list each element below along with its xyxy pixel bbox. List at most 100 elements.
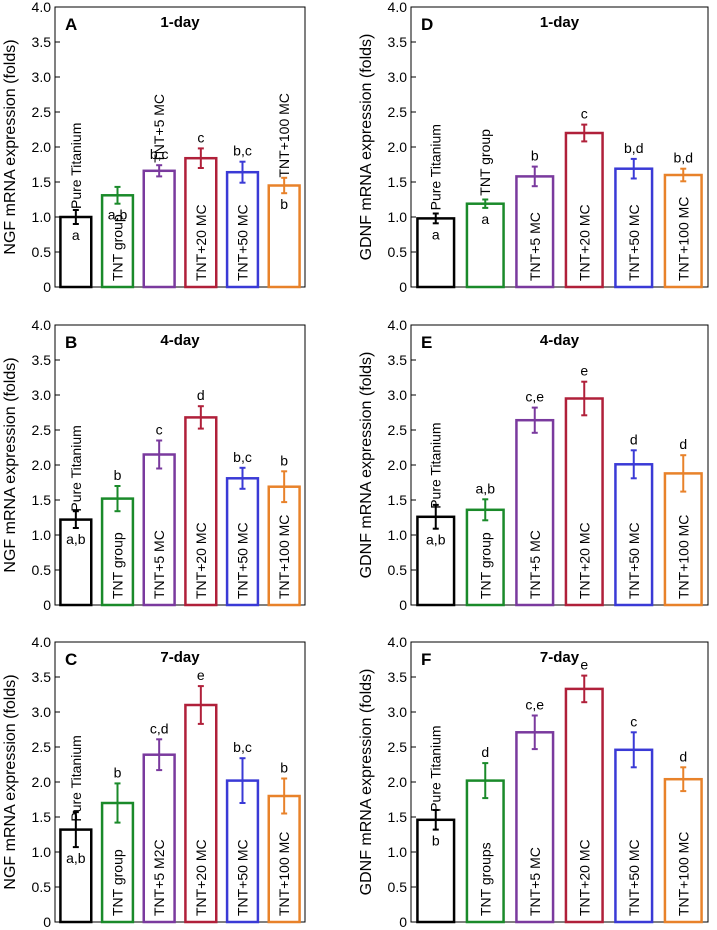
y-tick-label: 0 [399, 279, 407, 295]
bar [416, 217, 456, 289]
panel-letter: A [65, 15, 77, 34]
significance-label: a,b [66, 850, 86, 866]
y-tick-label: 1.0 [388, 844, 408, 860]
y-tick-label: 2.0 [32, 774, 52, 790]
bar-group: a,b Pure Titanium [59, 735, 93, 924]
y-tick-label: 2.0 [388, 774, 408, 790]
y-tick-label: 0 [43, 597, 51, 613]
category-label: Pure Titanium [68, 425, 84, 511]
bar [267, 485, 301, 607]
significance-label: d [679, 748, 687, 764]
plot-frame [410, 641, 709, 923]
significance-label: a,b [66, 531, 86, 547]
y-tick-label: 4.0 [388, 317, 408, 333]
y-tick-label: 2.5 [388, 422, 408, 438]
significance-label: c [630, 713, 637, 729]
bar-group: e TNT+20 MC [564, 363, 604, 607]
bar [267, 184, 301, 289]
y-axis-label: GDNF mRNA expression (folds) [358, 34, 375, 261]
significance-label: d [197, 387, 205, 403]
y-tick-label: 3.0 [388, 387, 408, 403]
y-tick-label: 0.5 [32, 244, 52, 260]
category-label: TNT+50 MC [626, 204, 642, 281]
bar [564, 397, 604, 607]
y-tick-label: 1.0 [388, 209, 408, 225]
bar-group: b,c TNT+50 MC [225, 449, 260, 607]
category-label: TNT+5 MC [527, 212, 543, 281]
y-tick-label: 3.5 [388, 352, 408, 368]
bar-group: d TNT+100 MC [663, 436, 703, 607]
significance-label: d [630, 431, 638, 447]
bar [416, 515, 456, 607]
y-tick-label: 4.0 [32, 0, 52, 15]
significance-label: a,b [426, 532, 446, 548]
category-label: TNT+20 MC [576, 522, 592, 599]
y-axis-label: GDNF mRNA expression (folds) [358, 352, 375, 579]
y-tick-label: 1.5 [388, 492, 408, 508]
chart-panel-C: 0 0.5 1.0 1.5 2.0 2.5 3.0 3.5 4.0 NGF mRNA expres… [2, 634, 306, 930]
bar [184, 156, 218, 289]
y-tick-label: 0.5 [32, 562, 52, 578]
bar [564, 687, 604, 924]
category-label: TNT+5 MC [527, 530, 543, 599]
y-tick-label: 3.5 [32, 669, 52, 685]
significance-label: b [432, 833, 440, 849]
y-tick-label: 2.5 [388, 104, 408, 120]
bar-group: b TNT group [100, 467, 135, 607]
bar [614, 463, 654, 607]
y-tick-label: 3.0 [32, 69, 52, 85]
bar [225, 477, 260, 607]
chart-title: 4-day [540, 332, 580, 349]
panel-letter: B [65, 333, 77, 352]
y-tick-label: 4.0 [32, 634, 52, 650]
category-label: TNT group [477, 129, 493, 196]
bar-group: c,e TNT+5 MC [515, 389, 555, 607]
bar-group: b TNT+100 MC [267, 452, 301, 607]
chart-title: 1-day [540, 14, 580, 31]
y-tick-label: 1.5 [32, 492, 52, 508]
significance-label: b,d [674, 150, 693, 166]
significance-label: a [432, 226, 440, 242]
y-tick-label: 1.0 [32, 209, 52, 225]
significance-label: b [531, 148, 539, 164]
y-tick-label: 1.0 [388, 527, 408, 543]
significance-label: c,e [525, 389, 544, 405]
y-tick-label: 2.5 [32, 104, 52, 120]
significance-label: d [481, 744, 489, 760]
category-label: TNT+20 MC [576, 839, 592, 916]
y-tick-label: 1.0 [32, 844, 52, 860]
significance-label: a,b [108, 207, 128, 223]
plot-frame [410, 6, 709, 288]
bar-group: b,d TNT+100 MC [663, 150, 703, 289]
category-label: Pure Titanium [428, 725, 444, 811]
y-tick-label: 0.5 [388, 244, 408, 260]
significance-label: b,d [624, 140, 643, 156]
y-tick-label: 0 [43, 279, 51, 295]
bar-group: e TNT+20 MC [564, 657, 604, 924]
category-label: TNT+100 MC [276, 515, 292, 599]
category-label: TNT+50 MC [235, 839, 251, 916]
y-tick-label: 0.5 [388, 562, 408, 578]
bar [142, 753, 176, 924]
category-label: TNT+100 MC [675, 832, 691, 916]
bar-group: b,c TNT+50 MC [225, 143, 260, 289]
y-tick-label: 1.0 [32, 527, 52, 543]
category-label: TNT+20 MC [193, 204, 209, 281]
panel-letter: C [65, 650, 77, 669]
significance-label: b [114, 467, 122, 483]
chart-title: 1-day [160, 14, 200, 31]
y-axis-label: GDNF mRNA expression (folds) [358, 669, 375, 896]
y-tick-label: 1.5 [32, 809, 52, 825]
y-tick-label: 0 [399, 914, 407, 930]
chart-title: 4-day [160, 332, 200, 349]
bar [225, 170, 260, 289]
y-tick-label: 1.5 [388, 809, 408, 825]
y-tick-label: 2.0 [32, 139, 52, 155]
significance-label: e [197, 667, 205, 683]
bar-group: d TNT+20 MC [184, 387, 218, 607]
y-tick-label: 4.0 [32, 317, 52, 333]
y-tick-label: 3.5 [388, 34, 408, 50]
significance-label: e [580, 657, 588, 673]
category-label: TNT+100 MC [675, 515, 691, 599]
